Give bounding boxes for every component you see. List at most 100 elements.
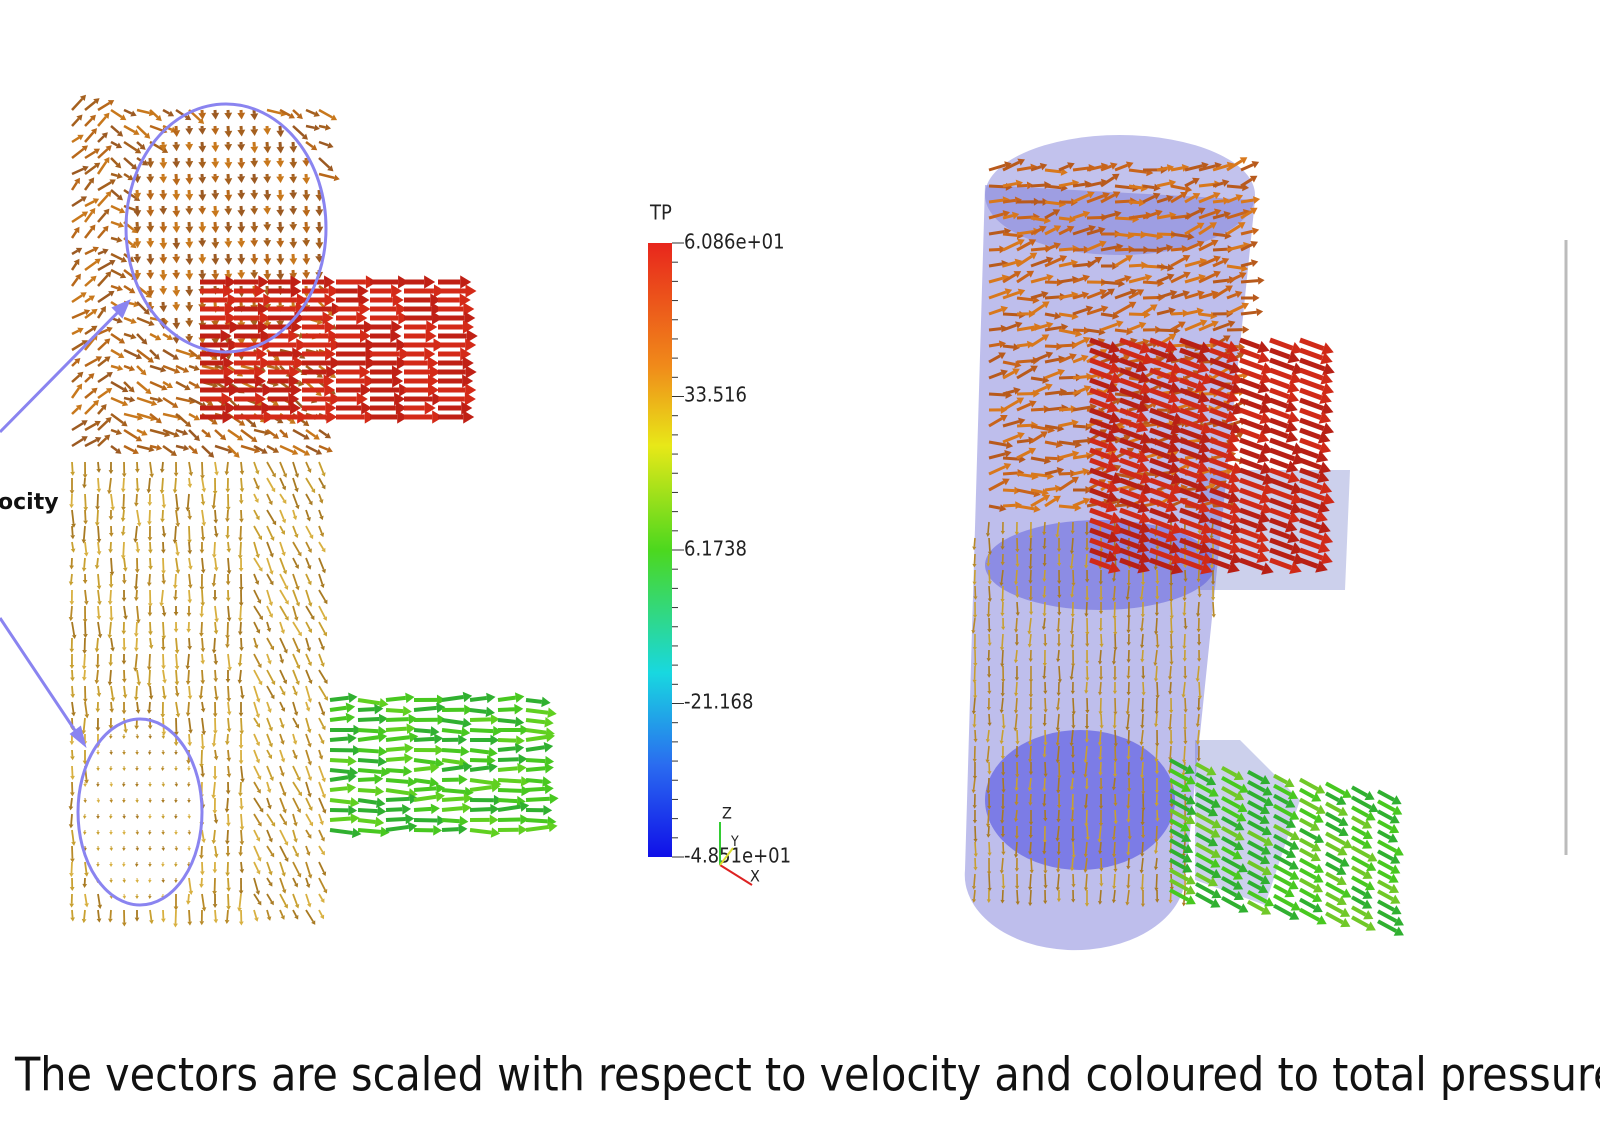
vector-arrow (267, 526, 272, 537)
vector-arrow (293, 814, 295, 823)
vector-head (148, 832, 152, 835)
vector-arrow (1003, 473, 1018, 474)
vector-arrow (1300, 390, 1321, 398)
vector-head (289, 258, 297, 265)
vector-head (135, 880, 139, 883)
vector-arrow (306, 446, 317, 452)
vector-head (161, 832, 165, 835)
vector-arrow (150, 334, 156, 337)
vector-arrow (241, 462, 242, 471)
vector-head (226, 679, 231, 683)
vector-head (293, 740, 298, 744)
vector-head (238, 618, 243, 622)
vector-arrow (358, 779, 375, 780)
vector-head (307, 698, 312, 702)
vector-arrow (111, 702, 112, 709)
vector-head (293, 838, 298, 842)
vector-arrow (306, 718, 309, 729)
vector-arrow (280, 830, 286, 842)
vector-head (267, 789, 272, 793)
vector-arrow (254, 782, 259, 790)
vector-arrow (254, 734, 258, 743)
vector-arrow (98, 462, 99, 469)
vector-arrow (1115, 201, 1130, 202)
vector-head (135, 569, 140, 573)
vector-head (97, 601, 102, 605)
vector-head (174, 880, 178, 883)
vector-arrow (330, 739, 348, 740)
vector-arrow (1170, 746, 1171, 757)
vector-arrow (228, 606, 229, 618)
vector-arrow (176, 702, 178, 714)
vector-arrow (498, 780, 521, 781)
vector-arrow (442, 767, 464, 770)
vector-head (515, 717, 524, 728)
vector-arrow (293, 638, 298, 650)
vector-arrow (85, 119, 92, 126)
vector-head (70, 665, 75, 669)
vector-arrow (1114, 826, 1115, 837)
vector-arrow (240, 670, 241, 680)
vector-arrow (176, 638, 177, 650)
vector-head (70, 741, 75, 745)
vector-arrow (188, 494, 189, 508)
vector-head (108, 601, 113, 605)
vector-arrow (1300, 780, 1318, 790)
vector-arrow (1129, 265, 1141, 266)
vector-arrow (85, 404, 95, 414)
vector-arrow (98, 230, 105, 238)
vector-head (250, 208, 258, 215)
vector-head (200, 773, 205, 777)
vector-head (201, 488, 206, 492)
axis-label: X (750, 867, 760, 886)
vector-arrow (386, 827, 409, 830)
vector-arrow (1086, 602, 1087, 614)
vector-arrow (1114, 890, 1115, 900)
vector-arrow (1059, 218, 1069, 219)
vector-arrow (293, 622, 300, 633)
vector-arrow (306, 750, 310, 762)
vector-arrow (110, 670, 111, 682)
vector-arrow (1199, 586, 1200, 594)
vector-arrow (1241, 312, 1257, 314)
vector-arrow (1326, 893, 1339, 900)
vector-head (263, 160, 271, 167)
vector-arrow (189, 718, 190, 730)
vector-arrow (1044, 842, 1045, 851)
vector-arrow (1274, 896, 1293, 906)
vector-arrow (1059, 393, 1074, 394)
vector-head (198, 162, 206, 169)
vector-arrow (136, 686, 137, 697)
vector-head (1212, 614, 1216, 618)
vector-arrow (72, 510, 74, 524)
vector-arrow (989, 874, 990, 888)
vector-arrow (280, 846, 286, 858)
vector-head (148, 864, 152, 867)
vector-head (159, 274, 167, 281)
vector-arrow (1100, 842, 1101, 851)
vector-head (240, 841, 245, 845)
vector-arrow (1044, 522, 1045, 532)
vector-arrow (85, 250, 94, 254)
vector-arrow (188, 702, 189, 713)
vector-arrow (228, 750, 229, 758)
vector-arrow (293, 734, 295, 741)
vector-head (213, 713, 218, 717)
vector-arrow (111, 334, 121, 340)
vector-head (375, 786, 384, 797)
vector-arrow (254, 894, 259, 902)
vector-arrow (1115, 746, 1116, 759)
vector-head (146, 176, 154, 183)
vector-arrow (137, 302, 146, 311)
vector-head (239, 760, 244, 764)
vector-arrow (202, 702, 203, 709)
vector-head (185, 289, 193, 296)
vector-arrow (254, 798, 261, 809)
vector-head (161, 768, 165, 771)
vector-arrow (72, 199, 82, 206)
vector-arrow (293, 430, 305, 437)
vector-arrow (306, 126, 315, 128)
vector-arrow (98, 910, 99, 919)
vector-head (200, 602, 205, 606)
vector-arrow (1073, 168, 1089, 170)
